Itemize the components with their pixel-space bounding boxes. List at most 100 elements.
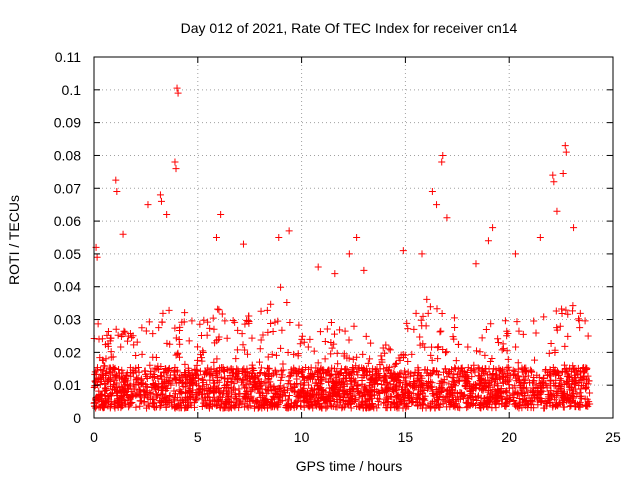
data-point [418,250,426,258]
data-point [194,382,202,390]
data-point [324,367,332,375]
data-point [334,387,342,395]
data-point [416,333,424,341]
data-point [383,384,391,392]
data-point [586,389,594,397]
data-point [304,343,312,351]
data-point [498,346,506,354]
data-point [331,270,339,278]
data-point [117,373,125,381]
data-point [517,389,525,397]
data-point [241,400,249,408]
data-point [433,305,441,313]
data-point [146,370,154,378]
data-point [209,396,217,404]
data-point [419,395,427,403]
data-point [275,234,283,241]
data-point [160,378,168,386]
data-point [547,387,555,395]
data-point [157,391,165,399]
data-point [353,382,361,390]
data-point [240,365,248,373]
data-point [174,89,182,97]
data-point [126,401,134,409]
data-point [584,380,592,388]
data-point [206,376,214,384]
data-point [158,318,166,326]
data-point [576,324,584,332]
data-point [489,374,497,382]
data-point [553,326,561,334]
data-point [191,370,199,378]
data-point [514,359,522,367]
data-point [482,368,490,376]
data-point [143,404,151,412]
data-point [486,383,494,391]
data-point [472,260,480,268]
data-point [504,355,512,363]
data-point [449,377,457,385]
data-point [186,388,194,396]
data-point [499,388,507,396]
data-point [515,327,523,335]
data-point [155,380,163,388]
data-point [294,352,302,360]
data-point [562,306,570,314]
data-point [210,325,218,333]
data-point [313,379,321,387]
data-point [375,388,383,396]
x-tick-label: 0 [90,429,98,445]
data-point [256,358,264,366]
data-point [360,266,368,274]
data-point [221,317,229,325]
data-point [172,334,180,342]
data-point [300,373,308,381]
data-point [390,362,398,370]
data-point [434,355,442,363]
data-point [172,375,180,383]
data-point [410,384,418,392]
data-point [197,331,205,339]
data-point [489,224,497,232]
data-point [142,327,150,335]
data-point [243,376,251,384]
data-point [516,376,524,384]
data-point [271,366,279,374]
data-point [104,327,112,335]
data-point [200,399,208,407]
data-point [434,400,442,408]
data-point [137,376,145,384]
data-point [495,387,503,395]
data-point [446,368,454,376]
data-point [417,387,425,395]
data-point [451,382,459,390]
data-point [215,384,223,392]
data-point [236,398,244,406]
data-point [372,367,380,375]
y-tick-label: 0 [73,410,81,426]
data-point [573,390,581,398]
data-point [305,365,313,373]
data-point [121,328,129,336]
data-point [235,370,243,378]
data-point [381,349,389,357]
data-point [383,378,391,386]
data-point [277,283,285,291]
data-point [562,365,570,373]
data-point [444,370,452,378]
data-point [204,318,212,326]
data-point [336,326,344,334]
data-point [293,370,301,378]
data-point [152,403,160,411]
data-point [337,398,345,406]
data-point [198,386,206,394]
data-point [310,371,318,379]
data-point [163,211,171,219]
data-point [257,377,265,385]
y-tick-label: 0.07 [54,180,81,196]
data-point [532,390,540,398]
data-point [251,379,259,387]
data-point [213,395,221,403]
data-point [229,385,237,393]
data-point [529,398,537,406]
